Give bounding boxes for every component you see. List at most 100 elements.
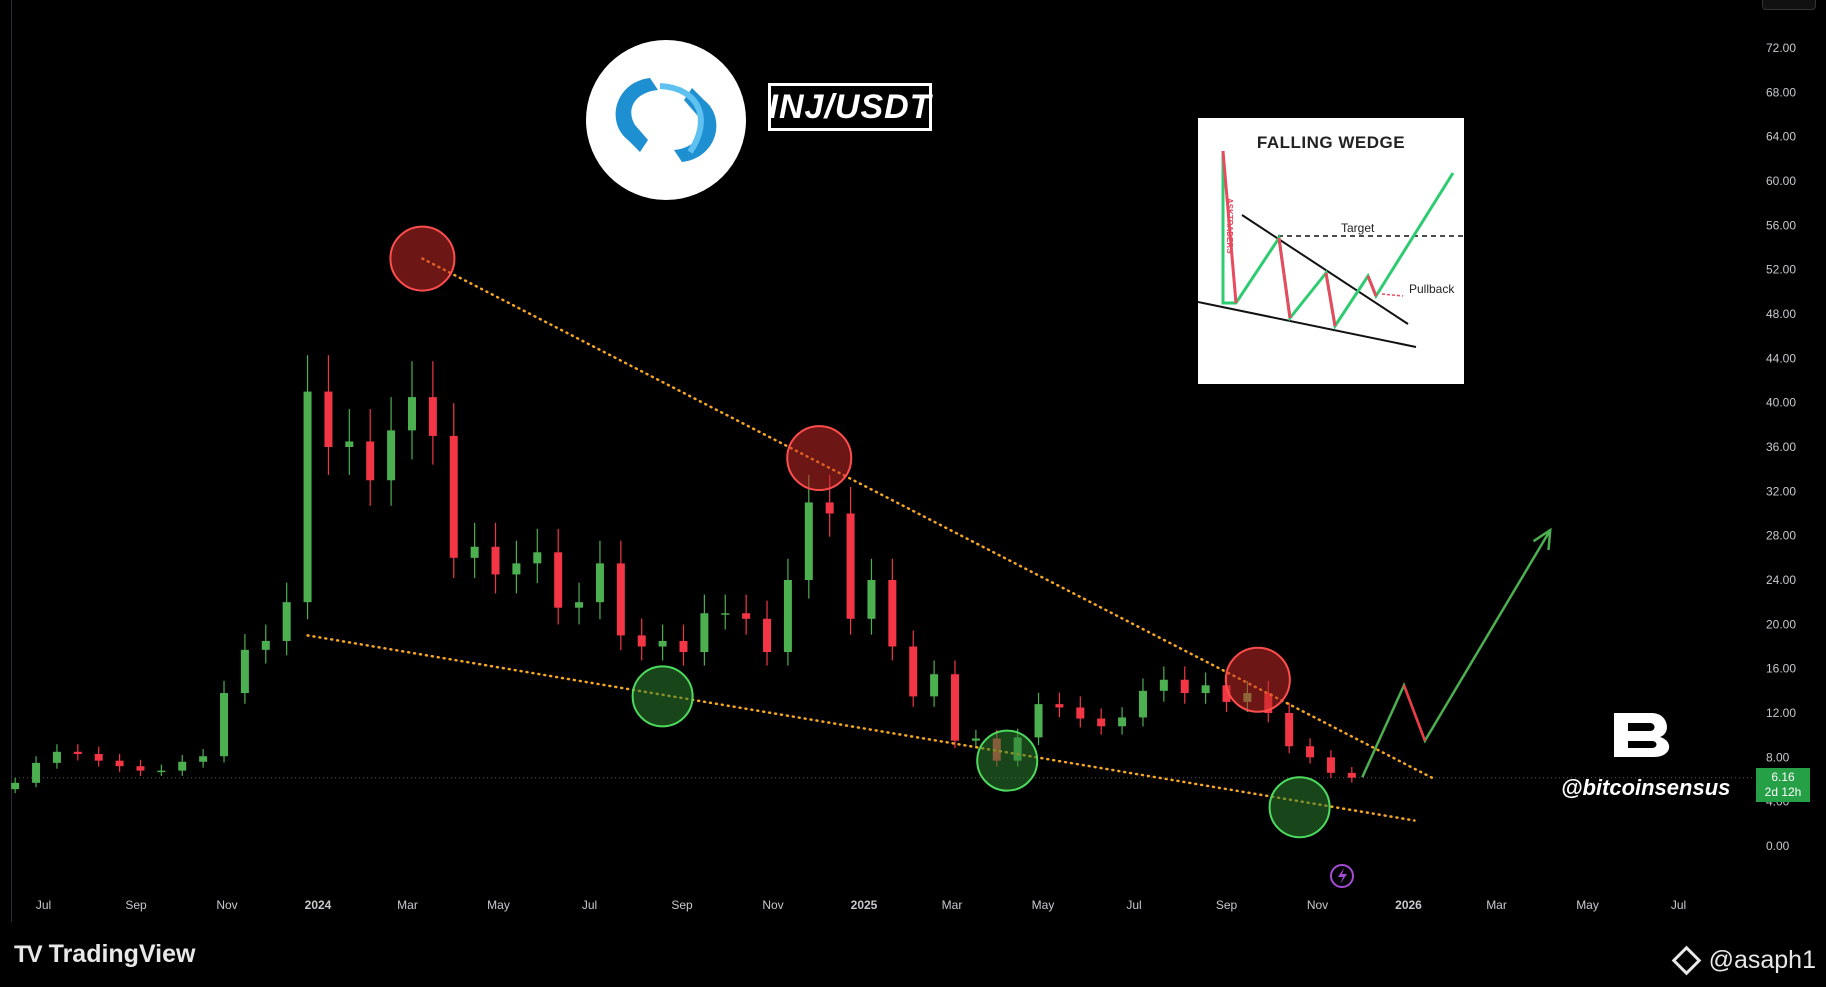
candle-body — [324, 391, 333, 447]
x-tick-label: Nov — [216, 898, 237, 912]
candle-body — [345, 441, 354, 447]
candle-body — [240, 649, 249, 694]
bitcoinsensus-logo-icon — [1614, 713, 1670, 757]
y-tick-label: 40.00 — [1766, 396, 1796, 410]
candle-body — [1326, 757, 1335, 773]
candle-body — [199, 756, 208, 762]
x-tick-label: Nov — [762, 898, 783, 912]
candle-body — [1285, 713, 1294, 747]
candle-body — [1138, 690, 1147, 718]
y-axis[interactable]: 0.004.008.0012.0016.0020.0024.0028.0032.… — [1766, 41, 1796, 853]
x-tick-label: 2026 — [1395, 898, 1422, 912]
lower-trendline — [306, 634, 1416, 822]
inset-price-path — [1221, 151, 1455, 330]
candle-body — [1055, 704, 1064, 708]
lightning-icon[interactable] — [1330, 864, 1354, 888]
candle-body — [1306, 746, 1315, 758]
candle-body — [261, 640, 270, 650]
candle-body — [73, 751, 82, 755]
candle-body — [846, 513, 855, 619]
y-tick-label: 12.00 — [1766, 706, 1796, 720]
candle-body — [742, 613, 751, 619]
footer — [0, 922, 1826, 987]
candle-body — [909, 646, 918, 697]
candle-body — [115, 760, 124, 767]
tradingview-icon: TV — [14, 940, 43, 968]
candle-body — [303, 391, 312, 603]
candle-body — [491, 546, 500, 575]
candle-body — [888, 580, 897, 647]
projection-arrowhead — [1532, 527, 1552, 551]
inset-title: FALLING WEDGE — [1256, 133, 1406, 152]
x-tick-label: May — [1576, 898, 1599, 912]
tradingview-brand: TradingView — [48, 940, 196, 968]
resistance-touch-marker — [1224, 646, 1291, 713]
y-tick-label: 0.00 — [1766, 839, 1790, 853]
candle-body — [220, 693, 229, 757]
candle-body — [32, 762, 41, 783]
projection-pullback — [1402, 684, 1427, 742]
candle-body — [94, 754, 103, 761]
y-tick-label: 72.00 — [1766, 41, 1796, 55]
binance-icon — [1671, 945, 1701, 976]
inset-resistance-line — [1241, 214, 1409, 325]
support-touch-marker — [1268, 776, 1331, 839]
candle-body — [449, 435, 458, 558]
y-tick-label: 16.00 — [1766, 662, 1796, 676]
candle-body — [595, 563, 604, 603]
candle-body — [783, 580, 792, 653]
candle-body — [721, 613, 730, 615]
candle-body — [157, 770, 166, 773]
y-tick-label: 36.00 — [1766, 440, 1796, 454]
injective-logo-icon — [586, 40, 746, 200]
candle-body — [136, 766, 145, 771]
candle-body — [178, 761, 187, 771]
x-tick-label: Nov — [1307, 898, 1328, 912]
candle-body — [971, 738, 980, 741]
tradingview-logo[interactable]: TV TradingView — [14, 940, 195, 969]
projection-path — [1361, 529, 1552, 778]
candle-body — [554, 552, 563, 608]
inset-vertical-text: ASKTRADERS — [1225, 198, 1234, 254]
x-tick-label: May — [487, 898, 510, 912]
candle-body — [428, 397, 437, 436]
x-tick-label: May — [1032, 898, 1055, 912]
y-tick-label: 44.00 — [1766, 351, 1796, 365]
candle-body — [930, 674, 939, 697]
pair-label: INJ/USDT — [768, 83, 932, 131]
y-tick-label: 68.00 — [1766, 85, 1796, 99]
toolbar-button[interactable] — [1762, 0, 1816, 10]
x-tick-label: Jul — [1671, 898, 1686, 912]
x-axis[interactable]: Jul Sep Nov 2024 Mar May Jul Sep Nov 2025 Mar May Ju… — [36, 898, 1686, 912]
candle-body — [533, 552, 542, 564]
author-credit: @asaph1 — [1671, 945, 1816, 976]
projection — [1361, 527, 1552, 778]
x-tick-label: Jul — [582, 898, 597, 912]
x-tick-label: Jul — [1126, 898, 1141, 912]
candle-body — [366, 441, 375, 481]
support-touch-marker — [976, 729, 1039, 792]
inset-support-line — [1198, 301, 1417, 348]
support-touch-marker — [631, 665, 694, 728]
candles — [11, 355, 1356, 794]
candle-body — [1159, 679, 1168, 691]
author-handle: @asaph1 — [1708, 946, 1816, 974]
candle-body — [11, 782, 20, 790]
x-tick-label: 2024 — [305, 898, 332, 912]
candle-body — [700, 613, 709, 653]
candle-body — [658, 640, 667, 647]
touch-markers — [389, 225, 1331, 839]
y-tick-label: 28.00 — [1766, 529, 1796, 543]
x-tick-label: Mar — [942, 898, 963, 912]
candle-body — [804, 502, 813, 580]
candle-body — [1118, 717, 1127, 727]
candle-body — [512, 563, 521, 575]
x-tick-label: Mar — [397, 898, 418, 912]
y-tick-label: 56.00 — [1766, 218, 1796, 232]
bar-countdown: 2d 12h — [1764, 785, 1802, 799]
y-tick-label: 24.00 — [1766, 573, 1796, 587]
candle-body — [1097, 718, 1106, 727]
y-tick-label: 60.00 — [1766, 174, 1796, 188]
candle-body — [679, 640, 688, 653]
